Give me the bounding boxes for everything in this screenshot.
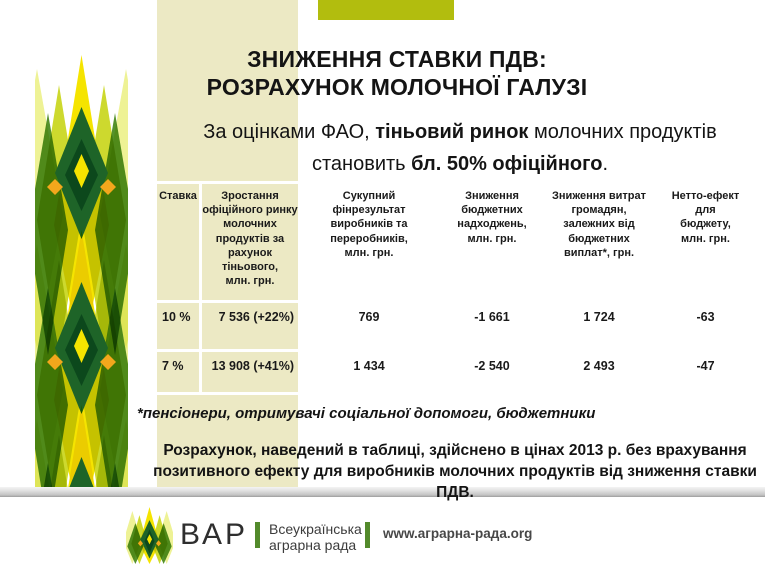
footer-divider-bar [255,522,260,548]
var-logo-emblem-icon [126,507,173,564]
subtitle-bold-50pct: бл. 50% офіційного [411,153,603,175]
table-cell: -63 [696,310,715,324]
table-cell: 7 % [157,352,199,392]
title-line-1: ЗНИЖЕННЯ СТАВКИ ПДВ: [247,46,547,73]
table-cell: 7 536 (+22%) [202,303,298,349]
column-header-citizen-costs: Зниження витрат громадян, залежних від б… [552,190,646,259]
horizontal-divider [0,487,765,497]
calculation-note: Розрахунок, наведений в таблиці, здійсне… [153,442,757,501]
subtitle-bold-shadow-market: тіньовий ринок [375,121,529,143]
table-cell: -47 [696,359,715,373]
subtitle: За оцінками ФАО, тіньовий ринок молочних… [157,116,763,180]
website-url: www.аграрна-рада.org [383,526,533,541]
table-cell: 10 % [157,303,199,349]
footer-divider-bar [365,522,370,548]
subtitle-text: . [602,153,608,175]
subtitle-text: становить [312,153,412,175]
table-cell: 13 908 (+41%) [202,352,298,392]
footer-logo-block: ВАР Всеукраїнська аграрна рада www.аграр… [0,498,765,574]
table-cell: -2 540 [474,359,510,373]
subtitle-text: За оцінками ФАО, [203,121,376,143]
subtitle-text: молочних продуктів [528,121,717,143]
data-table: Ставка Зростання офіційного ринку молочн… [157,181,757,395]
accent-bar [318,0,454,20]
title-line-2: РОЗРАХУНОК МОЛОЧНОЇ ГАЛУЗІ [206,74,588,101]
column-header-fin-result: Сукупний фінрезультат виробників та пере… [330,190,408,259]
organization-name: Всеукраїнська аграрна рада [269,521,362,553]
wheat-pattern-decoration [35,55,128,487]
table-cell: -1 661 [474,310,510,324]
org-line-2: аграрна рада [269,536,357,553]
table-cell: 2 493 [583,359,615,373]
column-header-net-effect: Нетто-ефект для бюджету, млн. грн. [671,190,740,245]
logo-acronym: ВАР [180,518,249,551]
table-cell: 1 434 [353,359,385,373]
column-header-rate: Ставка [157,184,199,300]
page-title: ЗНИЖЕННЯ СТАВКИ ПДВ: РОЗРАХУНОК МОЛОЧНОЇ… [157,45,637,101]
footnote: *пенсіонери, отримувачі соціальної допом… [137,405,596,422]
table-cell: 1 724 [583,310,615,324]
column-header-budget-revenue: Зниження бюджетних надходжень, млн. грн. [457,190,527,245]
wheat-spike-tile [35,55,128,487]
column-header-market-growth: Зростання офіційного ринку молочних прод… [202,184,298,300]
table-cell: 769 [358,310,380,324]
org-line-1: Всеукраїнська [269,521,362,537]
